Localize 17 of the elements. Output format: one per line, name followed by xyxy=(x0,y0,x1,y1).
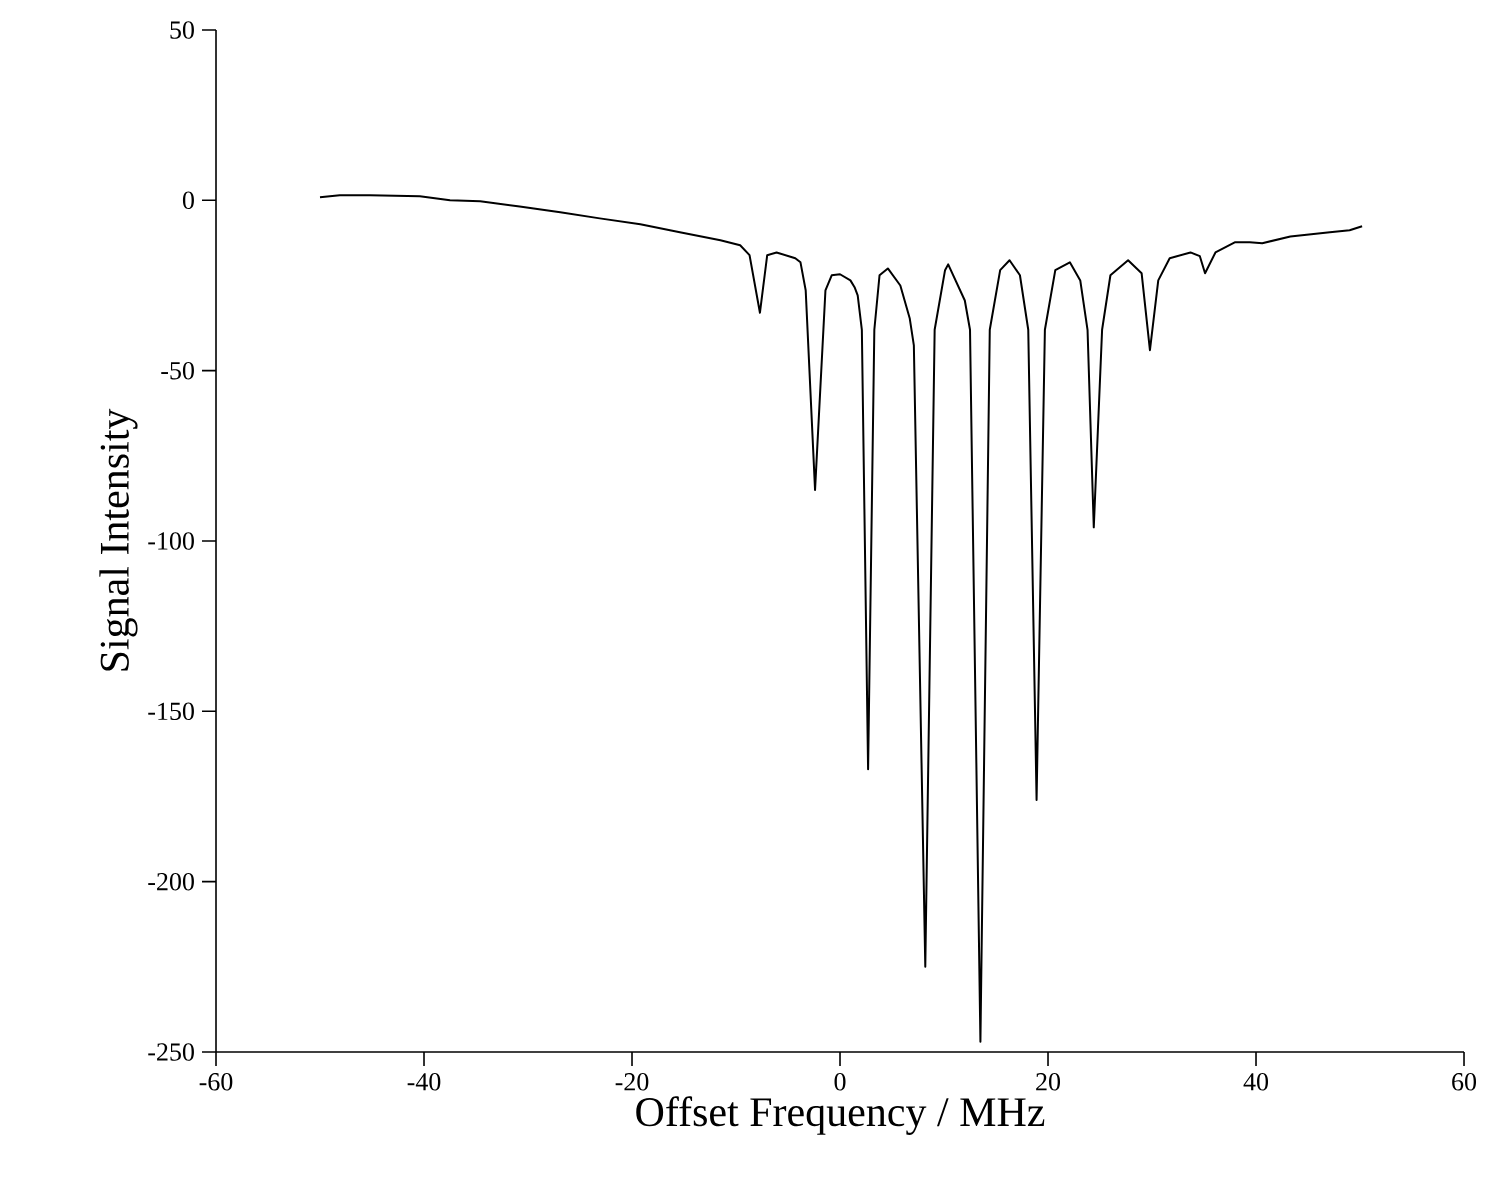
x-tick-label: 20 xyxy=(1036,1073,1061,1091)
x-tick-label: -60 xyxy=(199,1073,233,1091)
y-tick-label: -150 xyxy=(148,702,194,721)
x-axis-title: Offset Frequency / MHz xyxy=(636,1096,1045,1135)
x-tick-label: 60 xyxy=(1452,1073,1477,1091)
y-axis-title: Signal Intensity xyxy=(99,408,138,671)
y-tick-label: -50 xyxy=(161,361,194,380)
x-tick-label: -20 xyxy=(615,1073,649,1091)
x-tick-label: 0 xyxy=(834,1073,846,1091)
x-tick-label: 40 xyxy=(1243,1073,1269,1091)
y-tick-label: 0 xyxy=(182,191,194,210)
y-tick-label: -250 xyxy=(148,1043,194,1061)
line-series xyxy=(319,194,1364,1043)
x-tick-label: -40 xyxy=(407,1073,441,1091)
y-tick-label: -100 xyxy=(148,532,194,550)
y-tick-label: -200 xyxy=(148,872,194,891)
y-tick-label: 50 xyxy=(170,21,194,39)
